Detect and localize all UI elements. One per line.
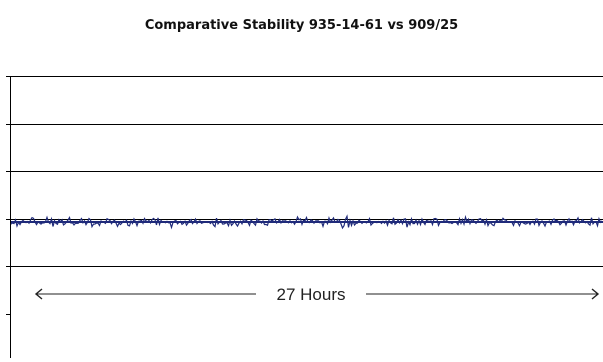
annotation-arrow-left-head — [34, 288, 43, 300]
duration-label: 27 Hours — [256, 285, 366, 305]
annotation-arrow-right-head — [591, 288, 600, 300]
chart-title: Comparative Stability 935-14-61 vs 909/2… — [144, 18, 459, 33]
series-line — [10, 214, 603, 230]
y-axis — [6, 76, 11, 358]
series-trace — [10, 214, 603, 230]
gridlines — [10, 76, 603, 267]
